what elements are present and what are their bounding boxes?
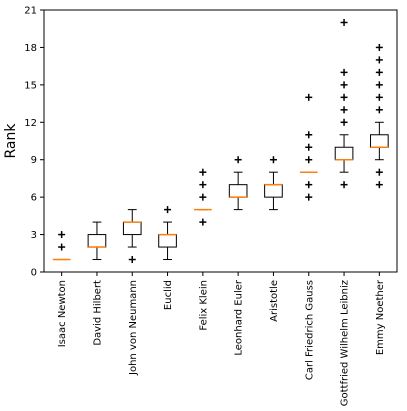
outlier-marker [234, 156, 242, 164]
outlier-marker [375, 56, 383, 64]
x-tick-label: David Hilbert [92, 280, 103, 346]
box-body [87, 234, 107, 248]
outlier-marker [305, 131, 313, 139]
outlier-marker [375, 68, 383, 76]
outlier-marker [340, 118, 348, 126]
y-tick-label: 18 [24, 43, 37, 54]
box-5 [228, 156, 248, 211]
x-tick-label: Leonhard Euler [234, 279, 245, 356]
x-tick-label: Gottfried Wilhelm Leibniz [340, 280, 351, 406]
box-6 [264, 156, 283, 211]
outlier-marker [128, 256, 136, 264]
outlier-marker [375, 81, 383, 89]
box-9 [370, 43, 389, 189]
outlier-marker [340, 81, 348, 89]
boxes-layer [52, 18, 389, 264]
box-7 [299, 93, 318, 201]
outlier-marker [199, 193, 207, 201]
outlier-marker [375, 106, 383, 114]
x-tick-label: John von Neumann [128, 280, 139, 376]
x-tick-label: Euclid [163, 280, 174, 310]
box-1 [87, 221, 107, 261]
outlier-marker [340, 68, 348, 76]
box-body [370, 134, 389, 148]
box-4 [194, 168, 212, 226]
x-axis: Isaac Newton David Hilbert John von Neuman… [57, 272, 386, 406]
x-tick-label: Isaac Newton [57, 280, 68, 347]
y-tick-label: 3 [31, 230, 37, 241]
y-tick-label: 9 [31, 155, 37, 166]
outlier-marker [305, 93, 313, 101]
box-body [158, 234, 177, 248]
y-tick-label: 15 [24, 80, 37, 91]
box-body [334, 146, 354, 161]
x-tick-label: Emmy Noether [375, 279, 386, 355]
box-body [122, 221, 142, 236]
x-tick-label: Felix Klein [198, 280, 209, 331]
outlier-marker [199, 181, 207, 189]
outlier-marker [340, 18, 348, 26]
outlier-marker [199, 168, 207, 176]
outlier-marker [375, 93, 383, 101]
outlier-marker [305, 193, 313, 201]
outlier-marker [375, 43, 383, 51]
outlier-marker [375, 168, 383, 176]
y-axis: 0 3 6 9 12 15 18 21 [24, 6, 44, 279]
box-2 [122, 209, 142, 264]
outlier-marker [305, 156, 313, 164]
box-0 [52, 231, 71, 261]
x-tick-label: Carl Friedrich Gauss [304, 280, 315, 380]
outlier-marker [269, 156, 277, 164]
outlier-marker [375, 181, 383, 189]
box-3 [158, 206, 177, 261]
outlier-marker [58, 243, 66, 251]
outlier-marker [305, 181, 313, 189]
plot-frame [43, 9, 398, 273]
outlier-marker [199, 218, 207, 226]
y-axis-label: Rank [3, 123, 19, 159]
outlier-marker [340, 106, 348, 114]
outlier-marker [340, 181, 348, 189]
y-tick-label: 12 [24, 118, 37, 129]
box-body [264, 184, 283, 198]
x-tick-label: Aristotle [269, 280, 280, 322]
y-tick-label: 6 [31, 193, 37, 204]
y-tick-label: 21 [24, 6, 37, 17]
y-tick-label: 0 [31, 268, 37, 279]
box-8 [334, 18, 354, 189]
outlier-marker [164, 206, 172, 214]
box-body [228, 184, 248, 198]
outlier-marker [305, 143, 313, 151]
outlier-marker [340, 93, 348, 101]
outlier-marker [58, 231, 66, 239]
